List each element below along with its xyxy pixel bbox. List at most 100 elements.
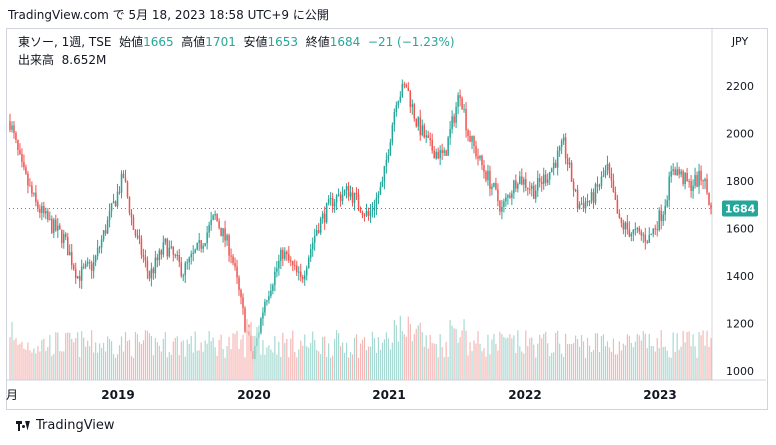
candle-body: [196, 242, 198, 250]
volume-bar: [280, 356, 282, 380]
candle-body: [499, 200, 501, 212]
candle-body: [399, 96, 402, 102]
volume-bar: [120, 336, 123, 380]
volume-bar: [471, 351, 473, 380]
candle-body: [59, 225, 61, 230]
candle-body: [134, 229, 137, 236]
candle-body: [632, 229, 635, 234]
candle-body: [656, 229, 658, 231]
candle-body: [31, 185, 33, 194]
volume-bar: [284, 343, 286, 380]
volume-bar: [110, 341, 113, 380]
candle-body: [21, 154, 23, 162]
volume-bar: [547, 343, 549, 380]
candle-body: [501, 206, 503, 212]
candle-body: [391, 124, 394, 143]
volume-bar: [483, 348, 485, 380]
candle-body: [202, 245, 204, 249]
candle-body: [509, 195, 511, 198]
volume-bar: [654, 351, 656, 380]
y-tick-label: 1800: [726, 175, 754, 188]
candle-body: [467, 130, 469, 137]
candle-body: [451, 116, 453, 129]
candle-body: [337, 194, 340, 196]
volume-bar: [541, 338, 543, 380]
volume-bar: [517, 330, 519, 380]
volume-bar: [582, 341, 585, 380]
volume-bar: [310, 342, 312, 380]
candle-body: [469, 136, 471, 142]
volume-bar: [258, 325, 260, 380]
candle-body: [554, 162, 557, 168]
candle-body: [327, 199, 330, 204]
candle-body: [39, 209, 41, 213]
candle-body: [568, 162, 571, 165]
volume-bar: [126, 341, 129, 380]
candle-body: [447, 137, 449, 156]
candle-body: [706, 179, 708, 193]
candle-body: [90, 263, 93, 271]
candle-body: [594, 184, 597, 203]
candle-body: [276, 268, 278, 272]
volume-bar: [174, 337, 176, 380]
volume-bar: [35, 353, 37, 380]
candle-body: [152, 268, 155, 274]
candle-body: [104, 230, 107, 234]
candle-body: [204, 243, 206, 246]
volume-bar: [387, 338, 389, 380]
volume-bar: [228, 336, 230, 380]
candle-body: [188, 257, 190, 263]
volume-bar: [272, 352, 274, 380]
volume-bar: [449, 320, 451, 380]
candle-body: [534, 190, 537, 199]
volume-bar: [684, 342, 686, 380]
candle-body: [343, 190, 346, 195]
volume-bar: [274, 336, 276, 380]
volume-bar: [537, 343, 539, 380]
candle-body: [475, 145, 477, 157]
y-tick-label: 1200: [726, 318, 754, 331]
candle-body: [431, 139, 433, 151]
candle-body: [696, 175, 698, 187]
symbol-label[interactable]: 東ソー, 1週, TSE: [18, 35, 112, 49]
volume-bar: [479, 343, 481, 380]
candle-body: [168, 247, 171, 257]
publish-info: TradingView.com で 5月 18, 2023 18:58 UTC+…: [8, 8, 329, 22]
volume-bar: [23, 348, 25, 380]
candle-body: [377, 194, 380, 198]
volume-bar: [467, 355, 469, 380]
volume-bar: [339, 346, 342, 380]
candle-body: [425, 135, 427, 138]
candle-body: [548, 172, 551, 180]
candle-body: [47, 210, 49, 220]
volume-bar: [391, 342, 393, 380]
volume-bar: [572, 342, 575, 380]
candle-body: [262, 312, 264, 319]
candle-body: [411, 104, 414, 107]
volume-bar: [39, 351, 41, 380]
volume-bar: [571, 344, 573, 380]
volume-bar: [212, 337, 214, 380]
candle-body: [367, 210, 370, 216]
candle-body: [700, 170, 702, 181]
candle-body: [461, 98, 463, 110]
volume-bar: [170, 354, 172, 380]
footer-brand[interactable]: TradingView: [36, 418, 115, 433]
candle-body: [278, 260, 280, 269]
candle-body: [288, 254, 290, 261]
candle-body: [150, 268, 153, 279]
volume-bar: [441, 347, 443, 380]
candle-body: [487, 170, 489, 181]
volume-bar: [567, 344, 569, 380]
candle-body: [41, 206, 43, 213]
open-value: 1665: [143, 35, 174, 49]
volume-bar: [176, 336, 178, 380]
candle-body: [443, 150, 445, 153]
candle-body: [132, 217, 135, 230]
volume-bar: [351, 354, 354, 380]
candle-body: [170, 246, 173, 248]
volume-bar: [451, 325, 453, 380]
volume-bar: [515, 352, 517, 380]
candle-body: [292, 261, 294, 266]
